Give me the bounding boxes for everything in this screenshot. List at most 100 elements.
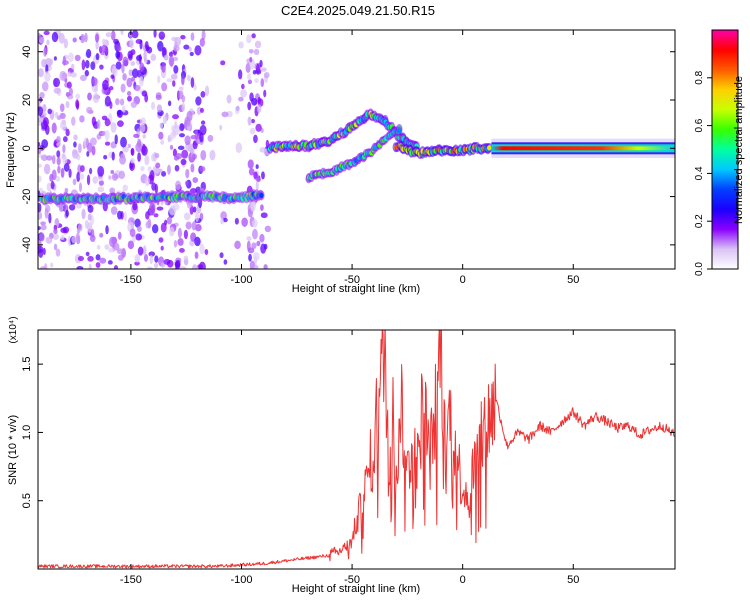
noise-blob: [163, 54, 169, 61]
noise-blob: [137, 69, 141, 78]
noise-blob: [134, 261, 140, 266]
noise-blob: [151, 224, 159, 234]
noise-blob: [144, 154, 150, 166]
noise-blob: [247, 116, 252, 126]
noise-blob: [64, 188, 69, 193]
noise-blob: [87, 142, 93, 153]
noise-blob: [179, 247, 185, 253]
noise-blob: [58, 32, 65, 44]
noise-blob: [249, 92, 254, 102]
noise-blob: [199, 243, 205, 255]
noise-blob: [54, 111, 59, 119]
noise-blob: [185, 221, 192, 230]
noise-blob: [126, 91, 132, 96]
noise-blob: [117, 45, 122, 52]
noise-blob: [130, 148, 134, 156]
spectrogram-panel: -150 -100 -50 0 50 -40 -20 0 20 40 Height of stra…: [5, 29, 676, 295]
noise-blob: [263, 72, 270, 79]
noise-blob: [260, 243, 267, 254]
noise-blob: [257, 96, 262, 104]
noise-blob: [90, 61, 96, 71]
noise-blob: [38, 68, 44, 78]
noise-blob: [122, 73, 127, 81]
noise-blob: [245, 62, 251, 74]
noise-blob: [127, 50, 133, 59]
noise-blob: [38, 142, 41, 148]
noise-blob: [54, 217, 60, 225]
noise-blob: [166, 216, 173, 225]
noise-blob: [45, 236, 53, 244]
noise-blob: [38, 226, 42, 231]
noise-blob: [255, 177, 261, 182]
noise-blob: [104, 244, 110, 250]
noise-blob: [159, 122, 164, 129]
noise-blob: [136, 55, 143, 62]
snr-x-label: Height of straight line (km): [292, 583, 420, 595]
noise-blob: [256, 104, 262, 113]
noise-blob: [167, 164, 171, 175]
noise-blob: [106, 120, 112, 126]
noise-blob: [200, 149, 207, 161]
noise-blob: [95, 33, 100, 43]
noise-blob: [70, 63, 75, 70]
noise-blob: [186, 202, 192, 209]
noise-blob: [161, 62, 166, 73]
noise-blob: [260, 78, 265, 88]
noise-blob: [38, 175, 42, 183]
noise-blob: [220, 60, 226, 66]
snr-axes: -150 -100 -50 0 50 0.5 1.0 1.5: [21, 330, 675, 586]
noise-blob: [141, 143, 146, 155]
noise-blob: [174, 121, 178, 129]
noise-blob: [204, 249, 209, 256]
noise-blob: [91, 116, 97, 126]
noise-blob: [87, 204, 94, 213]
noise-blob: [189, 187, 197, 194]
noise-blob: [49, 173, 54, 182]
noise-blob: [157, 75, 161, 84]
noise-blob: [151, 101, 156, 110]
noise-blob: [141, 90, 148, 97]
noise-blob: [111, 151, 115, 161]
noise-blob: [57, 165, 61, 174]
noise-blob: [148, 251, 156, 257]
noise-blob: [139, 62, 145, 72]
noise-blob: [191, 153, 197, 160]
spectrogram-y-tick-label: -40: [21, 237, 33, 253]
noise-blob: [42, 247, 46, 256]
noise-blob: [51, 31, 59, 43]
noise-blob: [179, 133, 185, 138]
noise-blob: [142, 134, 147, 139]
noise-blob: [255, 180, 259, 192]
snr-y-tick-label: 1.0: [21, 425, 33, 440]
band-core-blob: [259, 192, 264, 199]
noise-blob: [128, 33, 133, 38]
noise-blob: [181, 102, 186, 112]
noise-blob: [253, 134, 258, 144]
noise-blob: [38, 99, 41, 108]
noise-blob: [118, 170, 126, 180]
noise-blob: [89, 137, 97, 146]
band-core-blob: [396, 128, 402, 134]
noise-blob: [117, 120, 124, 128]
noise-blob: [134, 218, 141, 228]
noise-blob: [220, 218, 224, 225]
noise-blob: [248, 253, 252, 262]
noise-blob: [201, 30, 206, 41]
colorbar-tick-label: 0.8: [694, 70, 705, 84]
colorbar-tick-label: 0.4: [694, 166, 705, 180]
noise-blob: [145, 220, 152, 229]
noise-blob: [62, 226, 70, 234]
noise-blob: [252, 69, 257, 75]
noise-blob: [105, 225, 109, 235]
noise-blob: [264, 225, 272, 233]
noise-blob: [99, 64, 104, 70]
noise-blob: [38, 152, 42, 158]
noise-blob: [173, 44, 180, 52]
noise-blob: [248, 168, 255, 176]
noise-blob: [62, 144, 66, 154]
noise-blob: [53, 228, 58, 235]
noise-blob: [174, 164, 180, 172]
noise-blob: [109, 187, 116, 194]
noise-blob: [65, 91, 71, 97]
noise-blob: [76, 171, 81, 183]
